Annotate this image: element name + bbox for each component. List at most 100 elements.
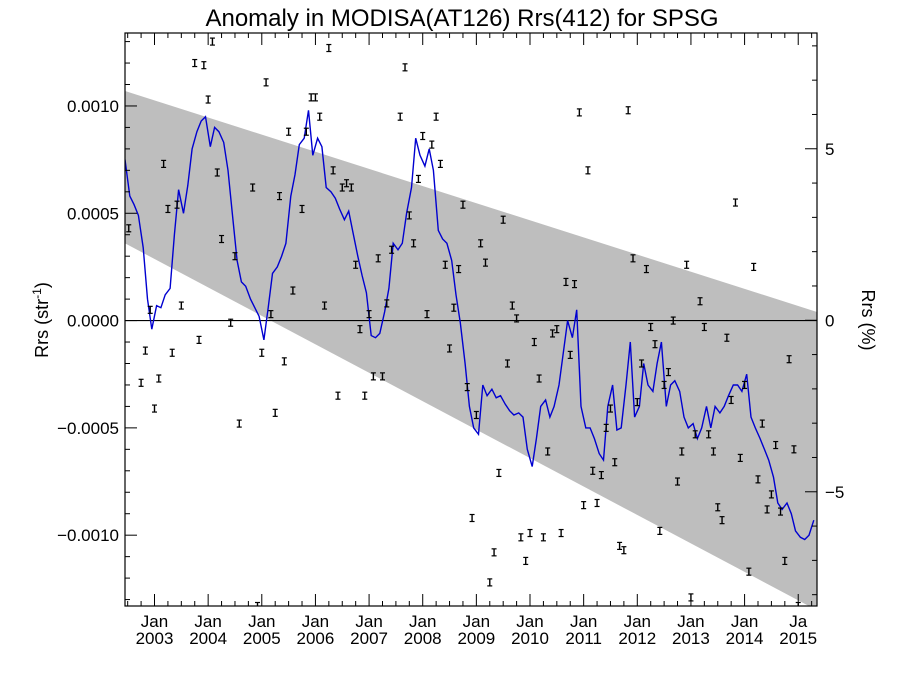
x-year-tick-label: 2006 xyxy=(297,629,335,648)
y-axis-left-label-sup: -1 xyxy=(30,288,44,299)
data-point xyxy=(478,239,484,248)
x-year-tick-label: 2005 xyxy=(243,629,281,648)
data-point xyxy=(482,258,488,267)
data-point xyxy=(442,260,448,269)
y-right-tick-label: 0 xyxy=(825,311,834,330)
data-point xyxy=(773,440,779,450)
x-year-tick-label: 2009 xyxy=(457,629,495,648)
data-point xyxy=(357,325,363,334)
data-point xyxy=(397,112,403,121)
data-point xyxy=(272,408,278,417)
data-point xyxy=(406,211,412,220)
data-point xyxy=(778,507,784,516)
data-point xyxy=(142,346,148,355)
y-axis-left-label-main: Rrs (str xyxy=(32,299,52,358)
data-point xyxy=(768,490,774,499)
data-point xyxy=(759,419,765,428)
x-month-tick-label: Jan xyxy=(463,612,490,631)
data-point xyxy=(433,112,439,121)
data-point xyxy=(697,297,703,306)
data-point xyxy=(366,310,372,319)
data-point xyxy=(585,166,591,175)
data-point xyxy=(192,58,198,68)
data-point xyxy=(527,528,533,538)
data-point xyxy=(782,556,788,566)
data-point xyxy=(286,127,292,136)
data-point xyxy=(456,264,462,274)
data-point xyxy=(379,372,385,381)
data-point xyxy=(147,305,153,314)
axes-layer: 0.0010 0.0005 0.0000 −0.0005 −0.0010 5 0 −5 Jan J… xyxy=(57,33,844,648)
data-point xyxy=(764,505,770,514)
data-point xyxy=(496,468,502,478)
x-year-tick-label: 2011 xyxy=(565,629,602,648)
x-month-tick-label: Jan xyxy=(516,612,543,631)
data-point xyxy=(665,367,671,377)
data-point xyxy=(276,192,282,201)
data-point xyxy=(523,556,529,566)
x-year-tick-label: 2010 xyxy=(511,629,549,648)
data-point xyxy=(531,337,537,347)
x-year-tick-label: 2003 xyxy=(136,629,174,648)
data-point xyxy=(742,380,748,390)
data-point xyxy=(661,380,667,390)
y-axis-left-label-close: ) xyxy=(32,282,52,288)
data-point xyxy=(312,93,318,102)
y-left-tick-label: 0.0010 xyxy=(67,97,119,116)
uncertainty-band xyxy=(125,90,817,606)
data-point xyxy=(344,179,350,188)
data-point xyxy=(701,322,707,332)
data-point xyxy=(402,63,408,72)
chart-title: Anomaly in MODISA(AT126) Rrs(412) for SP… xyxy=(205,5,718,32)
data-point xyxy=(138,378,144,387)
data-point xyxy=(563,277,569,287)
data-point xyxy=(169,348,175,357)
y-left-tick-label: −0.0005 xyxy=(57,419,119,438)
data-point xyxy=(581,501,587,510)
data-point xyxy=(500,215,506,224)
data-point xyxy=(250,183,256,192)
data-point xyxy=(384,299,390,308)
x-month-tick-label: Jan xyxy=(731,612,758,631)
data-point xyxy=(126,224,132,233)
data-point xyxy=(746,567,752,576)
data-point xyxy=(201,61,207,70)
data-point xyxy=(370,372,376,381)
y-axis-left-label: Rrs (str-1) xyxy=(30,282,52,358)
x-month-tick-label: Jan xyxy=(302,612,329,631)
x-month-tick-label: Jan xyxy=(409,612,436,631)
data-point xyxy=(545,447,551,456)
x-month-tick-label: Jan xyxy=(194,612,221,631)
x-year-tick-label: 2007 xyxy=(350,629,388,648)
data-point xyxy=(675,477,681,486)
anomaly-line-layer xyxy=(125,110,815,541)
data-point xyxy=(621,546,627,555)
data-point xyxy=(634,398,640,407)
data-point xyxy=(205,95,211,104)
data-point xyxy=(263,78,269,87)
data-point xyxy=(487,578,493,587)
data-point xyxy=(411,239,417,248)
x-year-tick-label: 2013 xyxy=(672,629,710,648)
data-point xyxy=(174,200,180,209)
data-points-layer xyxy=(126,37,801,606)
x-year-tick-label: 2015 xyxy=(779,629,817,648)
data-point xyxy=(679,447,685,456)
data-point xyxy=(469,513,475,523)
x-year-tick-label: 2008 xyxy=(404,629,442,648)
data-point xyxy=(607,404,613,413)
data-point xyxy=(473,410,479,420)
y-right-tick-label: 5 xyxy=(825,140,834,159)
data-point xyxy=(437,159,443,169)
x-year-tick-label: 2014 xyxy=(726,629,764,648)
data-point xyxy=(598,470,604,480)
data-point xyxy=(451,303,457,312)
data-point xyxy=(348,183,354,192)
y-left-tick-label: 0.0005 xyxy=(67,204,119,223)
data-point xyxy=(339,183,345,192)
data-point xyxy=(692,430,698,439)
data-point xyxy=(232,252,238,261)
data-point xyxy=(236,419,242,428)
data-point xyxy=(706,430,712,439)
